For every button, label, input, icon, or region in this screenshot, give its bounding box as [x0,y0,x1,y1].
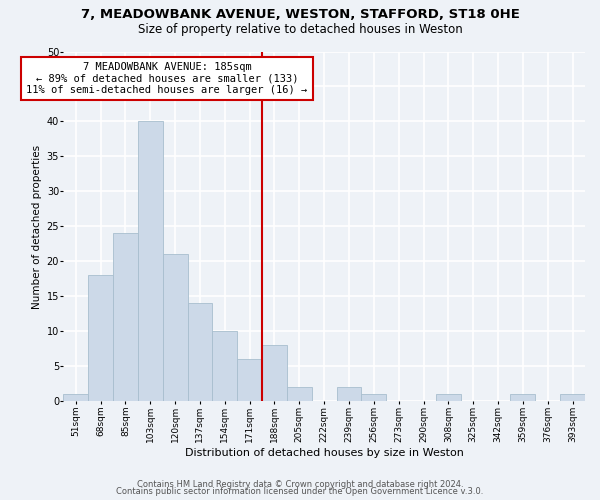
Bar [113,234,138,402]
Bar [237,360,262,402]
Bar [188,304,212,402]
Bar [262,346,287,402]
Text: Contains HM Land Registry data © Crown copyright and database right 2024.: Contains HM Land Registry data © Crown c… [137,480,463,489]
Bar [337,388,361,402]
Text: Contains public sector information licensed under the Open Government Licence v.: Contains public sector information licen… [116,488,484,496]
Bar [63,394,88,402]
Bar [287,388,312,402]
Text: 7, MEADOWBANK AVENUE, WESTON, STAFFORD, ST18 0HE: 7, MEADOWBANK AVENUE, WESTON, STAFFORD, … [80,8,520,20]
Bar [212,332,237,402]
Text: 7 MEADOWBANK AVENUE: 185sqm
← 89% of detached houses are smaller (133)
11% of se: 7 MEADOWBANK AVENUE: 185sqm ← 89% of det… [26,62,308,95]
Bar [511,394,535,402]
Bar [560,394,585,402]
Text: Size of property relative to detached houses in Weston: Size of property relative to detached ho… [137,22,463,36]
X-axis label: Distribution of detached houses by size in Weston: Distribution of detached houses by size … [185,448,464,458]
Bar [88,276,113,402]
Bar [138,122,163,402]
Bar [163,254,188,402]
Y-axis label: Number of detached properties: Number of detached properties [32,144,43,308]
Bar [436,394,461,402]
Bar [361,394,386,402]
